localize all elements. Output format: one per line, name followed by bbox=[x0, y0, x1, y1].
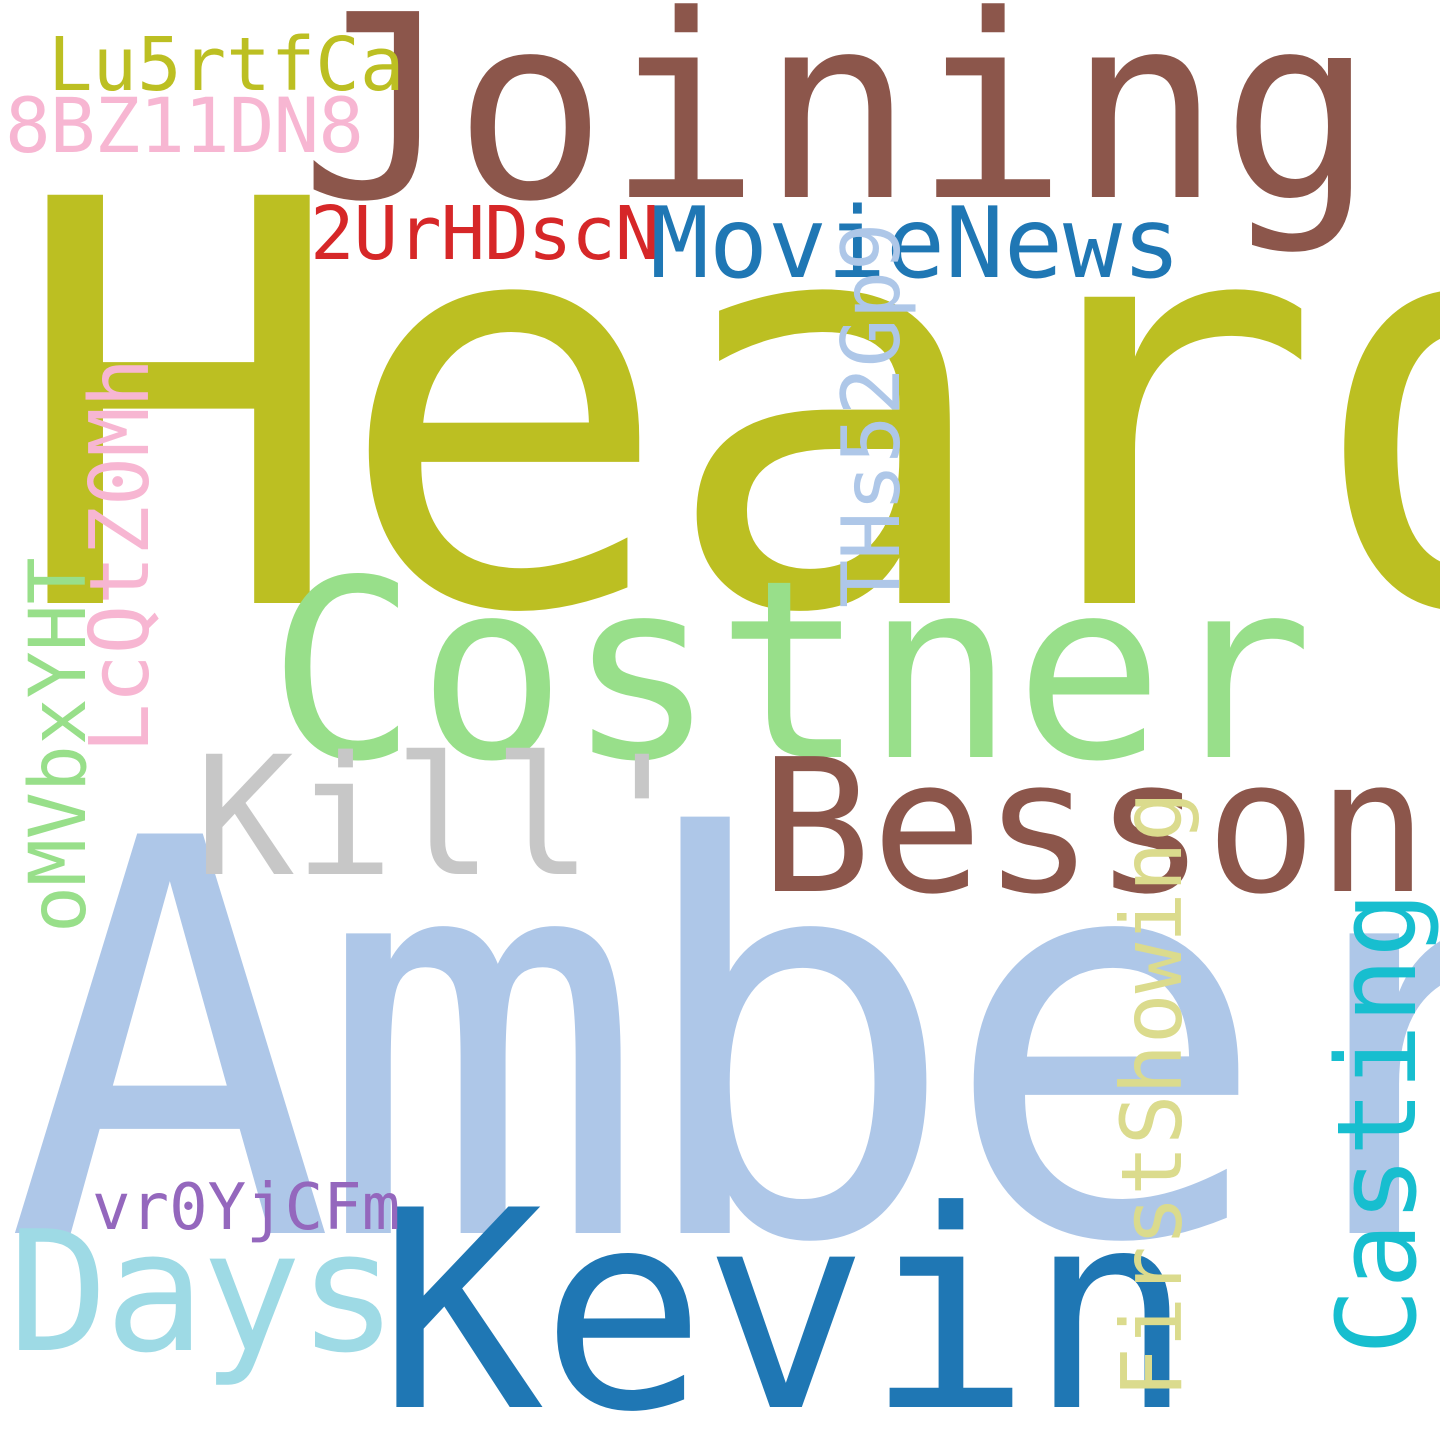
word-omvbxyht: oMVbxYHT bbox=[14, 557, 104, 933]
word-kill: Kill' bbox=[195, 721, 692, 913]
word-amber: Amber bbox=[5, 725, 1440, 1363]
word-8bz11dn8: 8BZ11DN8 bbox=[5, 81, 364, 170]
word-casting: Casting bbox=[1313, 891, 1440, 1355]
word-vr0yjcfm: vr0YjCFm bbox=[92, 1171, 401, 1245]
word-kevin: Kevin bbox=[378, 1152, 1194, 1440]
word-joining: Joining bbox=[300, 0, 1375, 258]
word-movienews: MovieNews bbox=[650, 187, 1182, 301]
word-2urhdscn: 2UrHDscN bbox=[310, 191, 659, 277]
word-days: Days bbox=[8, 1196, 398, 1390]
word-heard: Heard bbox=[10, 84, 1440, 736]
word-firstshowing: FirstShowing bbox=[1103, 791, 1201, 1398]
word-lu5rtfca: Lu5rtfCa bbox=[48, 22, 405, 108]
word-costner: Costner bbox=[268, 528, 1314, 816]
word-besson: Besson bbox=[760, 719, 1429, 935]
word-ths52gp9: THs52Gp9 bbox=[825, 222, 918, 608]
